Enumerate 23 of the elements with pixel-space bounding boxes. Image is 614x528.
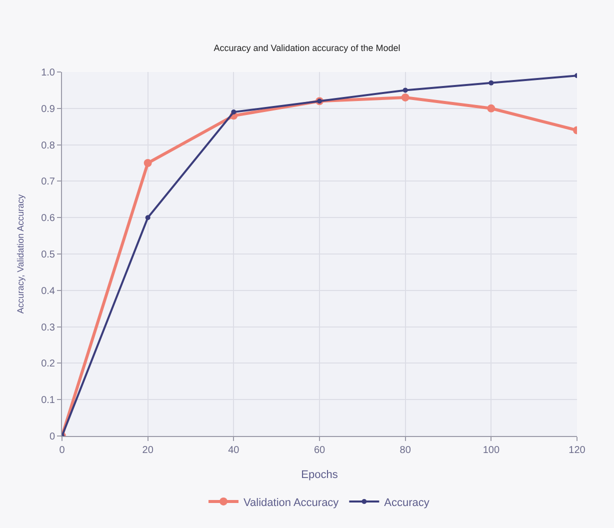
x-tick-label: 0 (59, 445, 66, 456)
x-tick-label: 20 (142, 445, 154, 456)
x-tick-label: 40 (228, 445, 240, 456)
legend-label: Accuracy (384, 496, 430, 509)
y-tick-label: 0.8 (41, 140, 56, 152)
y-tick-label: 0.5 (41, 250, 56, 260)
y-tick-label: 0.9 (41, 104, 56, 115)
x-tick-label: 60 (314, 445, 326, 456)
chart-title: Accuracy and Validation accuracy of the Model (214, 43, 400, 54)
y-tick-label: 0.4 (41, 286, 56, 297)
x-tick-label: 120 (568, 445, 586, 456)
y-tick-label: 0.1 (41, 395, 56, 406)
y-tick-label: 0.2 (41, 358, 56, 370)
y-tick-label: 0.3 (41, 322, 56, 334)
y-tick-label: 0.6 (41, 213, 56, 224)
x-axis-title: Epochs (301, 469, 338, 482)
x-tick-label: 80 (400, 445, 412, 456)
x-tick-label: 100 (482, 445, 500, 456)
legend-label: Validation Accuracy (244, 496, 340, 509)
y-axis-title: Accuracy, Validation Accuracy (15, 194, 26, 314)
y-tick-label: 0.7 (41, 176, 56, 188)
y-tick-label: 0 (49, 432, 56, 442)
y-tick-label: 1.0 (41, 68, 56, 78)
